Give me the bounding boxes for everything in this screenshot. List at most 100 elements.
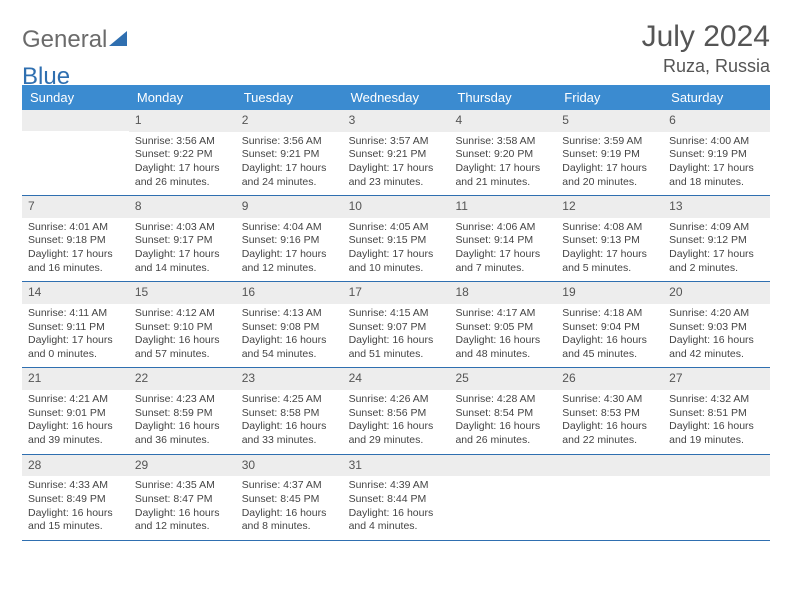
day-cell [663, 455, 770, 540]
daylight-text: and 21 minutes. [455, 176, 550, 190]
sunrise-text: Sunrise: 4:39 AM [349, 479, 444, 493]
day-body: Sunrise: 4:05 AMSunset: 9:15 PMDaylight:… [343, 218, 450, 282]
sunset-text: Sunset: 8:49 PM [28, 493, 123, 507]
day-number: 27 [663, 368, 770, 390]
day-body: Sunrise: 4:01 AMSunset: 9:18 PMDaylight:… [22, 218, 129, 282]
daylight-text: Daylight: 17 hours [135, 162, 230, 176]
day-body: Sunrise: 4:28 AMSunset: 8:54 PMDaylight:… [449, 390, 556, 454]
daylight-text: Daylight: 16 hours [349, 420, 444, 434]
day-cell: 10Sunrise: 4:05 AMSunset: 9:15 PMDayligh… [343, 196, 450, 281]
weekday-col: Monday [129, 85, 236, 110]
day-body: Sunrise: 4:11 AMSunset: 9:11 PMDaylight:… [22, 304, 129, 368]
daylight-text: Daylight: 16 hours [242, 420, 337, 434]
daylight-text: Daylight: 17 hours [455, 162, 550, 176]
daylight-text: Daylight: 16 hours [28, 507, 123, 521]
sunset-text: Sunset: 9:03 PM [669, 321, 764, 335]
day-cell: 18Sunrise: 4:17 AMSunset: 9:05 PMDayligh… [449, 282, 556, 367]
sunset-text: Sunset: 9:11 PM [28, 321, 123, 335]
sunrise-text: Sunrise: 4:01 AM [28, 221, 123, 235]
day-number: 5 [556, 110, 663, 132]
week-row: 7Sunrise: 4:01 AMSunset: 9:18 PMDaylight… [22, 196, 770, 282]
day-cell: 9Sunrise: 4:04 AMSunset: 9:16 PMDaylight… [236, 196, 343, 281]
day-number: 1 [129, 110, 236, 132]
daylight-text: and 15 minutes. [28, 520, 123, 534]
daylight-text: and 19 minutes. [669, 434, 764, 448]
page-title: July 2024 [642, 20, 770, 54]
sunset-text: Sunset: 9:17 PM [135, 234, 230, 248]
daylight-text: and 12 minutes. [242, 262, 337, 276]
daylight-text: Daylight: 16 hours [455, 334, 550, 348]
daylight-text: Daylight: 16 hours [349, 334, 444, 348]
sunset-text: Sunset: 9:05 PM [455, 321, 550, 335]
day-cell: 31Sunrise: 4:39 AMSunset: 8:44 PMDayligh… [343, 455, 450, 540]
header: General July 2024 Ruza, Russia [22, 20, 770, 77]
day-cell: 8Sunrise: 4:03 AMSunset: 9:17 PMDaylight… [129, 196, 236, 281]
daylight-text: and 33 minutes. [242, 434, 337, 448]
daylight-text: Daylight: 17 hours [135, 248, 230, 262]
daylight-text: Daylight: 16 hours [669, 334, 764, 348]
day-cell: 4Sunrise: 3:58 AMSunset: 9:20 PMDaylight… [449, 110, 556, 195]
daylight-text: Daylight: 17 hours [455, 248, 550, 262]
day-cell: 23Sunrise: 4:25 AMSunset: 8:58 PMDayligh… [236, 368, 343, 453]
sunrise-text: Sunrise: 4:25 AM [242, 393, 337, 407]
daylight-text: and 57 minutes. [135, 348, 230, 362]
daylight-text: and 26 minutes. [135, 176, 230, 190]
daylight-text: Daylight: 16 hours [135, 334, 230, 348]
daylight-text: and 22 minutes. [562, 434, 657, 448]
day-number: 18 [449, 282, 556, 304]
sunrise-text: Sunrise: 4:21 AM [28, 393, 123, 407]
day-number: 3 [343, 110, 450, 132]
day-cell: 17Sunrise: 4:15 AMSunset: 9:07 PMDayligh… [343, 282, 450, 367]
logo-triangle-icon [109, 31, 127, 49]
daylight-text: and 12 minutes. [135, 520, 230, 534]
weekday-col: Wednesday [343, 85, 450, 110]
day-number: 15 [129, 282, 236, 304]
day-cell: 13Sunrise: 4:09 AMSunset: 9:12 PMDayligh… [663, 196, 770, 281]
weekday-col: Thursday [449, 85, 556, 110]
day-body: Sunrise: 4:30 AMSunset: 8:53 PMDaylight:… [556, 390, 663, 454]
day-cell: 6Sunrise: 4:00 AMSunset: 9:19 PMDaylight… [663, 110, 770, 195]
day-cell: 11Sunrise: 4:06 AMSunset: 9:14 PMDayligh… [449, 196, 556, 281]
sunrise-text: Sunrise: 3:56 AM [242, 135, 337, 149]
daylight-text: Daylight: 16 hours [135, 420, 230, 434]
daylight-text: and 39 minutes. [28, 434, 123, 448]
day-cell: 29Sunrise: 4:35 AMSunset: 8:47 PMDayligh… [129, 455, 236, 540]
day-number: 10 [343, 196, 450, 218]
sunrise-text: Sunrise: 4:32 AM [669, 393, 764, 407]
day-body: Sunrise: 4:08 AMSunset: 9:13 PMDaylight:… [556, 218, 663, 282]
day-body: Sunrise: 3:58 AMSunset: 9:20 PMDaylight:… [449, 132, 556, 196]
day-number [449, 455, 556, 476]
sunset-text: Sunset: 8:54 PM [455, 407, 550, 421]
daylight-text: and 42 minutes. [669, 348, 764, 362]
sunrise-text: Sunrise: 4:08 AM [562, 221, 657, 235]
daylight-text: and 0 minutes. [28, 348, 123, 362]
day-number: 4 [449, 110, 556, 132]
logo-text-b: Blue [22, 63, 70, 90]
day-cell: 19Sunrise: 4:18 AMSunset: 9:04 PMDayligh… [556, 282, 663, 367]
sunset-text: Sunset: 9:19 PM [562, 148, 657, 162]
day-body: Sunrise: 4:39 AMSunset: 8:44 PMDaylight:… [343, 476, 450, 540]
daylight-text: and 16 minutes. [28, 262, 123, 276]
week-row: 28Sunrise: 4:33 AMSunset: 8:49 PMDayligh… [22, 455, 770, 541]
sunset-text: Sunset: 8:44 PM [349, 493, 444, 507]
day-number: 23 [236, 368, 343, 390]
sunrise-text: Sunrise: 4:18 AM [562, 307, 657, 321]
sunset-text: Sunset: 9:14 PM [455, 234, 550, 248]
daylight-text: Daylight: 16 hours [242, 334, 337, 348]
daylight-text: and 23 minutes. [349, 176, 444, 190]
day-number [663, 455, 770, 476]
day-cell: 16Sunrise: 4:13 AMSunset: 9:08 PMDayligh… [236, 282, 343, 367]
sunrise-text: Sunrise: 4:12 AM [135, 307, 230, 321]
sunset-text: Sunset: 9:16 PM [242, 234, 337, 248]
daylight-text: Daylight: 17 hours [562, 248, 657, 262]
day-number: 30 [236, 455, 343, 477]
day-cell: 15Sunrise: 4:12 AMSunset: 9:10 PMDayligh… [129, 282, 236, 367]
weekday-col: Tuesday [236, 85, 343, 110]
day-cell: 30Sunrise: 4:37 AMSunset: 8:45 PMDayligh… [236, 455, 343, 540]
daylight-text: Daylight: 16 hours [28, 420, 123, 434]
daylight-text: Daylight: 17 hours [28, 334, 123, 348]
weekday-col: Friday [556, 85, 663, 110]
day-body: Sunrise: 4:18 AMSunset: 9:04 PMDaylight:… [556, 304, 663, 368]
day-body: Sunrise: 4:12 AMSunset: 9:10 PMDaylight:… [129, 304, 236, 368]
daylight-text: Daylight: 17 hours [28, 248, 123, 262]
